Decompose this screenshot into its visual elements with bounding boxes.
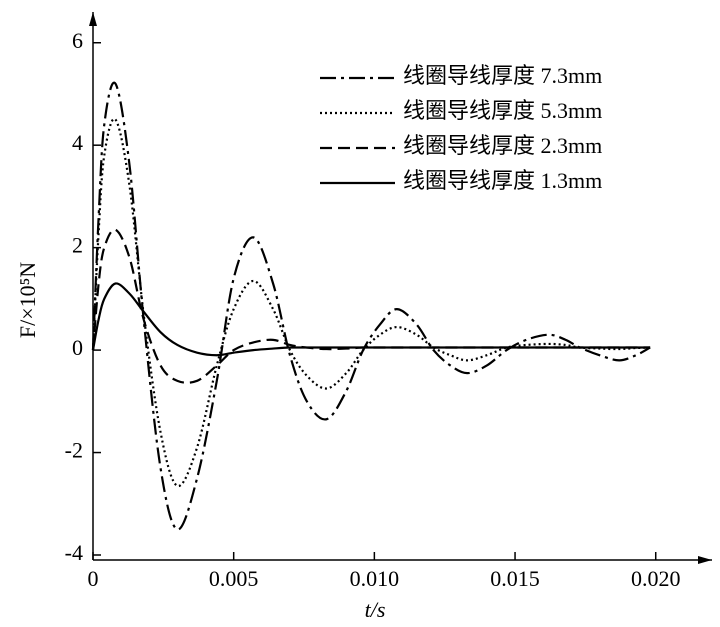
legend-label: 线圈导线厚度 1.3mm: [403, 168, 602, 193]
y-tick-label: 0: [72, 335, 83, 360]
x-tick-label: 0: [88, 566, 99, 591]
legend-label: 线圈导线厚度 7.3mm: [403, 63, 602, 88]
series-line: [91, 282, 651, 357]
x-tick-label: 0.005: [209, 566, 259, 591]
legend-label: 线圈导线厚度 5.3mm: [403, 98, 602, 123]
x-tick-label: 0.020: [631, 566, 681, 591]
legend-label: 线圈导线厚度 2.3mm: [403, 133, 602, 158]
x-axis-arrow: [698, 556, 712, 564]
y-axis-label: F/×10⁵N: [15, 262, 40, 338]
y-tick-label: 2: [72, 233, 83, 258]
y-tick-label: 6: [72, 28, 83, 53]
series-line: [91, 228, 651, 384]
x-axis-label: t/s: [365, 597, 386, 622]
x-tick-label: 0.010: [350, 566, 400, 591]
y-tick-label: -2: [65, 438, 83, 463]
y-tick-label: -4: [65, 540, 83, 565]
series-line: [91, 81, 651, 531]
y-tick-label: 4: [72, 130, 83, 155]
y-axis-arrow: [89, 12, 97, 26]
x-tick-label: 0.015: [490, 566, 540, 591]
